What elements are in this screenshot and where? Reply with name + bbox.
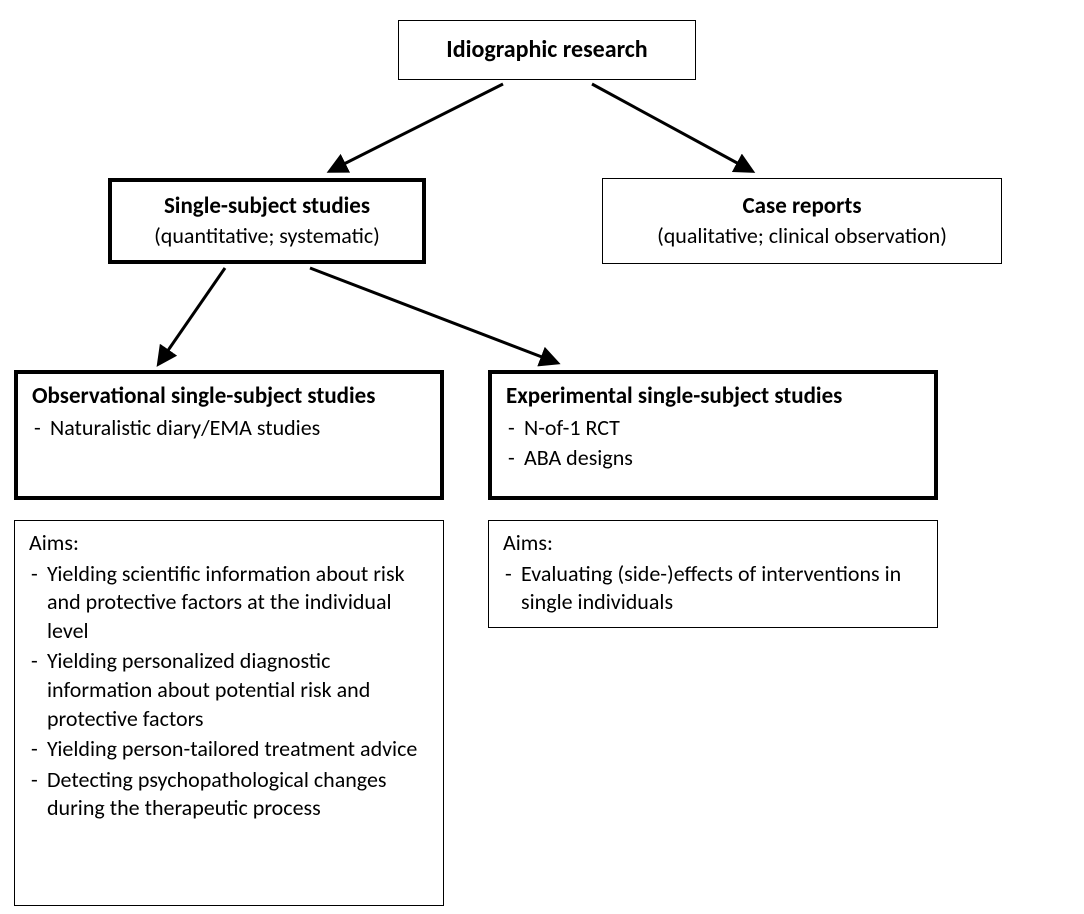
list-item: Yielding scientific information about ri… (29, 560, 429, 646)
node-title: Idiographic research (446, 34, 647, 65)
list-item: Evaluating (side-)effects of interventio… (503, 560, 923, 617)
node-title: Single-subject studies (164, 192, 370, 222)
node-experimental: Experimental single-subject studies N-of… (488, 370, 938, 500)
list-item: N-of-1 RCT (506, 414, 920, 443)
list-item: Yielding person-tailored treatment advic… (29, 735, 429, 764)
node-idiographic-research: Idiographic research (398, 20, 696, 80)
node-subtitle: (qualitative; clinical observation) (657, 222, 947, 251)
node-title: Observational single-subject studies (32, 382, 426, 412)
node-observational: Observational single-subject studies Nat… (14, 370, 444, 500)
aims-list: Evaluating (side-)effects of interventio… (503, 560, 923, 617)
list-item: ABA designs (506, 444, 920, 473)
node-title: Case reports (742, 192, 861, 222)
edge-root-to-single-subject (332, 84, 503, 170)
node-single-subject-studies: Single-subject studies (quantitative; sy… (108, 178, 426, 264)
node-subtitle: (quantitative; systematic) (154, 222, 380, 251)
list-item: Yielding personalized diagnostic informa… (29, 647, 429, 733)
node-item-list: N-of-1 RCT ABA designs (506, 414, 920, 473)
edge-single-to-observational (160, 268, 225, 362)
aims-heading: Aims: (503, 529, 923, 558)
aims-list: Yielding scientific information about ri… (29, 560, 429, 823)
node-item-list: Naturalistic diary/EMA studies (32, 414, 426, 443)
edge-root-to-case-reports (592, 84, 750, 170)
aims-heading: Aims: (29, 529, 429, 558)
node-title: Experimental single-subject studies (506, 382, 920, 412)
node-experimental-aims: Aims: Evaluating (side-)effects of inter… (488, 520, 938, 628)
edge-single-to-experimental (310, 268, 555, 362)
list-item: Naturalistic diary/EMA studies (32, 414, 426, 443)
node-case-reports: Case reports (qualitative; clinical obse… (602, 178, 1002, 264)
list-item: Detecting psychopathological changes dur… (29, 766, 429, 823)
node-observational-aims: Aims: Yielding scientific information ab… (14, 520, 444, 906)
